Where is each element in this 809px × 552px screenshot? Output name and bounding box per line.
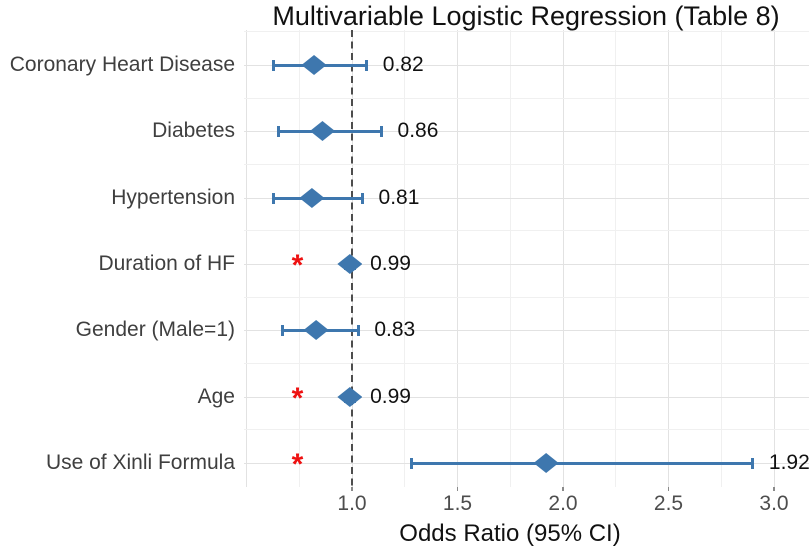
- significance-asterisk: *: [291, 448, 304, 481]
- grid-line-vertical-minor: [298, 30, 300, 487]
- grid-line-vertical-minor: [509, 30, 511, 487]
- ci-cap-right: [356, 324, 360, 336]
- category-label: Duration of HF: [98, 252, 235, 275]
- grid-line-horizontal-minor: [244, 31, 809, 33]
- or-diamond-marker: [309, 121, 335, 141]
- or-diamond-marker: [337, 254, 363, 274]
- or-diamond-marker: [337, 387, 363, 407]
- or-value-label: 0.99: [370, 252, 411, 275]
- grid-line-vertical-minor: [720, 30, 722, 487]
- ci-cap-right: [361, 192, 365, 204]
- grid-line-vertical-major: [246, 30, 247, 487]
- or-value-label: 0.81: [378, 186, 420, 209]
- category-label: Coronary Heart Disease: [9, 53, 235, 76]
- grid-line-vertical-major: [562, 30, 564, 487]
- grid-line-vertical-minor: [615, 30, 617, 487]
- grid-line-horizontal-minor: [244, 97, 809, 99]
- significance-asterisk: *: [291, 249, 304, 282]
- ci-cap-left: [276, 125, 280, 137]
- or-diamond-marker: [301, 55, 327, 75]
- grid-line-vertical-major: [457, 30, 458, 487]
- grid-line-horizontal-minor: [244, 230, 809, 232]
- ci-line: [411, 461, 753, 465]
- chart-title: Multivariable Logistic Regression (Table…: [272, 1, 780, 31]
- ci-cap-left: [409, 457, 413, 469]
- category-label: Hypertension: [111, 186, 235, 209]
- or-diamond-marker: [303, 320, 329, 340]
- ci-cap-left: [280, 324, 284, 336]
- or-value-label: 0.82: [382, 53, 424, 76]
- grid-line-horizontal-major: [244, 64, 809, 66]
- x-tick-label: 1.0: [337, 492, 367, 515]
- or-value-label: 1.92: [768, 451, 809, 474]
- x-tick-mark: [351, 487, 353, 491]
- significance-asterisk: *: [291, 382, 304, 415]
- ci-cap-right: [751, 457, 755, 469]
- x-tick-label: 3.0: [759, 492, 789, 515]
- x-tick-label: 1.5: [442, 492, 473, 515]
- x-tick-mark: [562, 487, 564, 491]
- grid-line-horizontal-major: [244, 396, 809, 398]
- ci-cap-right: [380, 125, 384, 137]
- ci-cap-left: [272, 59, 276, 71]
- or-value-label: 0.86: [397, 119, 439, 142]
- or-value-label: 0.83: [374, 318, 416, 341]
- or-value-label: 0.99: [370, 385, 411, 408]
- grid-line-vertical-major: [773, 30, 775, 487]
- x-axis-title: Odds Ratio (95% CI): [399, 520, 621, 547]
- x-tick-mark: [667, 487, 670, 491]
- x-tick-label: 2.0: [548, 492, 578, 515]
- ci-cap-right: [365, 59, 369, 71]
- grid-line-horizontal-major: [244, 329, 809, 331]
- x-tick-mark: [773, 487, 775, 491]
- grid-line-horizontal-major: [244, 197, 809, 199]
- grid-line-horizontal-major: [244, 263, 809, 265]
- category-label: Gender (Male=1): [75, 318, 235, 341]
- grid-line-horizontal-minor: [244, 429, 809, 431]
- grid-line-horizontal-major: [244, 130, 809, 132]
- grid-line-vertical-major: [668, 30, 669, 487]
- category-label: Diabetes: [152, 119, 235, 142]
- category-label: Age: [197, 385, 235, 408]
- grid-line-horizontal-minor: [244, 362, 809, 364]
- or-diamond-marker: [533, 453, 559, 473]
- grid-line-horizontal-minor: [244, 163, 809, 165]
- ci-cap-left: [272, 192, 276, 204]
- or-diamond-marker: [299, 188, 325, 208]
- x-tick-label: 2.5: [653, 492, 684, 515]
- grid-line-horizontal-minor: [244, 296, 809, 298]
- x-tick-mark: [456, 487, 459, 491]
- grid-line-vertical-minor: [404, 30, 406, 487]
- category-label: Use of Xinli Formula: [45, 451, 235, 474]
